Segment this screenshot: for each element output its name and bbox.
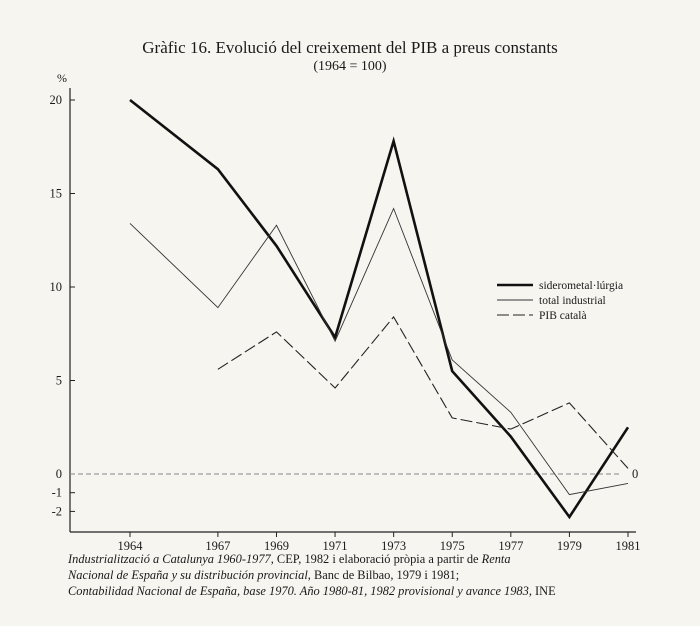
source-line-1: Industrialització a Catalunya 1960-1977,… [68,552,511,566]
x-tick-label: 1979 [557,539,582,553]
series-line-2 [129,207,629,496]
series-line-3 [217,315,629,469]
y-tick-label: -1 [52,486,62,500]
x-tick-label: 1969 [264,539,289,553]
source-note: Industrialització a Catalunya 1960-1977,… [68,551,678,599]
zero-reference-label: 0 [632,467,638,481]
legend-label-3: PIB català [539,310,587,322]
y-tick-label: 5 [56,374,62,388]
legend-label-2: total industrial [539,295,606,307]
source-line-3: Contabilidad Nacional de España, base 19… [68,584,556,598]
x-tick-label: 1973 [381,539,406,553]
x-tick-label: 1977 [498,539,523,553]
source-line-2: Nacional de España y su distribución pro… [68,568,460,582]
y-tick-label: 20 [50,93,63,107]
x-tick-label: 1964 [118,539,144,553]
y-axis-label: % [57,71,67,85]
y-tick-label: 15 [50,187,63,201]
x-tick-label: 1971 [323,539,348,553]
legend-label-1: siderometal·lúrgia [539,280,623,292]
y-tick-label: 10 [50,280,63,294]
chart-title: Gràfic 16. Evolució del creixement del P… [142,38,558,57]
x-tick-label: 1967 [205,539,230,553]
y-tick-label: 0 [56,467,62,481]
x-tick-label: 1981 [616,539,641,553]
series-line-1 [129,98,630,520]
chart-subtitle: (1964 = 100) [313,59,387,74]
x-tick-label: 1975 [440,539,465,553]
y-tick-label: -2 [52,504,62,518]
